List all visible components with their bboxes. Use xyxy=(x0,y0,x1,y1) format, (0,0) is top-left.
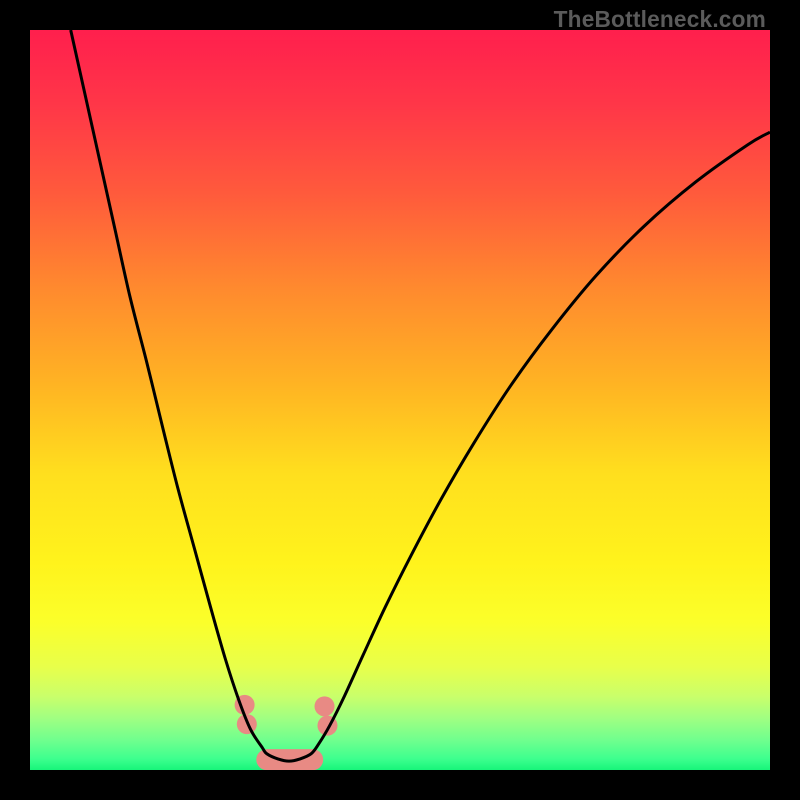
curve-layer xyxy=(30,30,770,770)
marker-right-0 xyxy=(315,696,335,716)
bottleneck-curve xyxy=(71,30,770,761)
chart-frame: TheBottleneck.com xyxy=(0,0,800,800)
watermark-text: TheBottleneck.com xyxy=(554,6,766,33)
plot-area xyxy=(30,30,770,770)
